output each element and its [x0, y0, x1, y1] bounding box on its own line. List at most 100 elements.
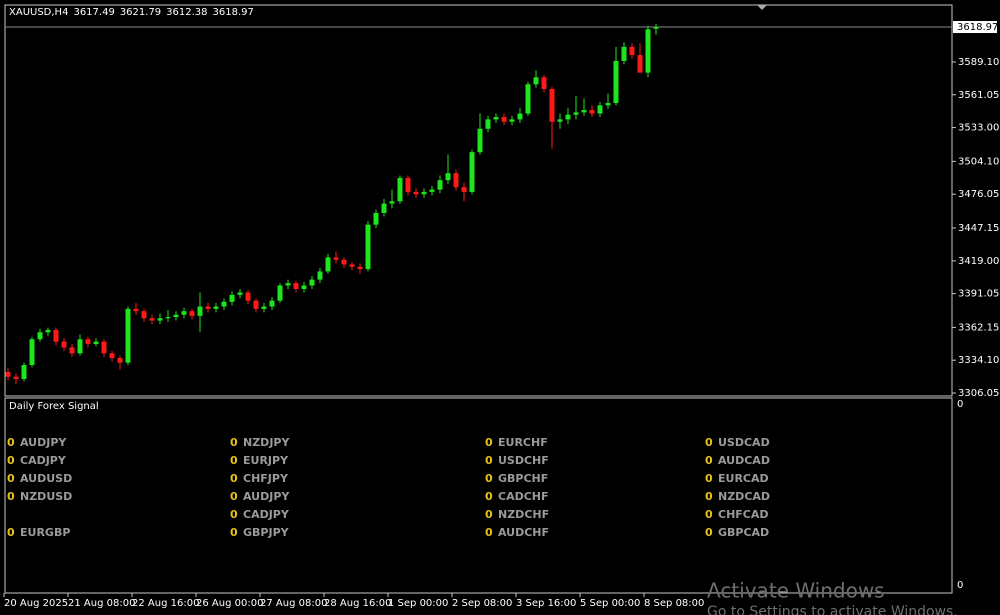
candle-body: [405, 177, 411, 192]
signal-pair: CHFJPY: [243, 472, 289, 485]
x-tick-label: 20 Aug 2025: [4, 598, 68, 609]
candle-body: [629, 46, 635, 56]
candle-body: [605, 103, 611, 106]
signal-pair: AUDCAD: [718, 454, 770, 467]
signal-value: 0: [485, 508, 493, 521]
candle-body: [581, 110, 587, 113]
candle-body: [373, 212, 379, 225]
candle-body: [261, 306, 267, 309]
signal-value: 0: [705, 508, 713, 521]
candle-body: [237, 292, 243, 295]
signal-value: 0: [230, 454, 238, 467]
candle-body: [229, 294, 235, 302]
candle-body: [381, 203, 387, 213]
candle-body: [77, 339, 83, 354]
x-tick-label: 2 Sep 08:00: [452, 598, 512, 609]
candle-body: [549, 88, 555, 122]
candle-body: [653, 27, 659, 29]
candle-body: [293, 283, 299, 289]
symbol-header: XAUUSD,H4 3617.49 3621.79 3612.38 3618.97: [9, 7, 254, 18]
x-tick-label: 27 Aug 08:00: [260, 598, 327, 609]
candle-body: [597, 105, 603, 114]
candle-body: [13, 376, 19, 380]
signal-pair: GBPJPY: [243, 526, 290, 539]
y-tick-label: 3533.00: [958, 123, 999, 134]
header-close: 3618.97: [213, 7, 254, 18]
signal-pair: USDCAD: [718, 436, 770, 449]
candle-body: [501, 117, 507, 122]
signal-value: 0: [705, 472, 713, 485]
candle-body: [69, 347, 75, 354]
candle-body: [253, 300, 259, 309]
y-tick-label: 3334.10: [958, 355, 999, 366]
signal-pair: CADCHF: [498, 490, 549, 503]
candle-body: [525, 84, 531, 114]
signal-value: 0: [7, 526, 15, 539]
candle-body: [621, 46, 627, 61]
signal-pair: EURCHF: [498, 436, 548, 449]
header-low: 3612.38: [166, 7, 207, 18]
candle-body: [493, 117, 499, 120]
signal-value: 0: [705, 526, 713, 539]
candle-body: [93, 341, 99, 344]
header-open: 3617.49: [73, 7, 114, 18]
price-frame: [4, 4, 953, 397]
signal-pair: EURJPY: [243, 454, 289, 467]
signal-pair: EURGBP: [20, 526, 70, 539]
signal-pair: AUDJPY: [243, 490, 290, 503]
candle-body: [133, 308, 139, 312]
candle-body: [517, 113, 523, 120]
candle-body: [557, 119, 563, 122]
candle-body: [189, 311, 195, 316]
x-tick-label: 21 Aug 08:00: [68, 598, 135, 609]
price-box: [953, 21, 997, 34]
candle-body: [205, 306, 211, 309]
candle-body: [325, 257, 331, 272]
x-tick-label: 28 Aug 16:00: [324, 598, 391, 609]
candle-body: [421, 191, 427, 195]
candle-body: [269, 300, 275, 307]
indicator-axis-label: 0: [957, 580, 963, 591]
candle-body: [301, 285, 307, 289]
signal-pair: NZDUSD: [20, 490, 72, 503]
signal-value: 0: [7, 454, 15, 467]
candle-body: [181, 311, 187, 315]
signal-pair: CADJPY: [20, 454, 67, 467]
candle-body: [85, 339, 91, 344]
signal-pair: CHFCAD: [718, 508, 769, 521]
signal-value: 0: [705, 436, 713, 449]
candle-body: [141, 311, 147, 319]
watermark-subtitle: Go to Settings to activate Windows.: [707, 604, 958, 615]
signal-value: 0: [230, 526, 238, 539]
signal-pair: NZDCHF: [498, 508, 549, 521]
candle-body: [445, 173, 451, 181]
candle-body: [5, 372, 11, 377]
signal-pair: AUDCHF: [498, 526, 549, 539]
signal-value: 0: [705, 454, 713, 467]
x-tick-label: 3 Sep 16:00: [516, 598, 576, 609]
signal-pair: USDCHF: [498, 454, 549, 467]
y-tick-label: 3391.05: [958, 289, 999, 300]
signal-pair: AUDJPY: [20, 436, 67, 449]
signal-pair: EURCAD: [718, 472, 769, 485]
x-tick-label: 26 Aug 00:00: [196, 598, 263, 609]
candle-body: [477, 128, 483, 153]
candle-body: [397, 177, 403, 202]
candle-body: [613, 60, 619, 104]
candle-body: [277, 285, 283, 301]
candle-body: [565, 114, 571, 120]
candle-body: [157, 318, 163, 321]
signal-value: 0: [485, 490, 493, 503]
candle-body: [45, 329, 51, 333]
candle-body: [413, 191, 419, 195]
candle-body: [109, 353, 115, 358]
candle-body: [365, 224, 371, 270]
y-tick-label: 3447.15: [958, 223, 999, 234]
candle-body: [469, 152, 475, 192]
candle-body: [589, 110, 595, 114]
signal-value: 0: [230, 436, 238, 449]
symbol: XAUUSD,H4: [9, 7, 68, 18]
candle-body: [221, 301, 227, 307]
signal-pair: GBPCHF: [498, 472, 548, 485]
